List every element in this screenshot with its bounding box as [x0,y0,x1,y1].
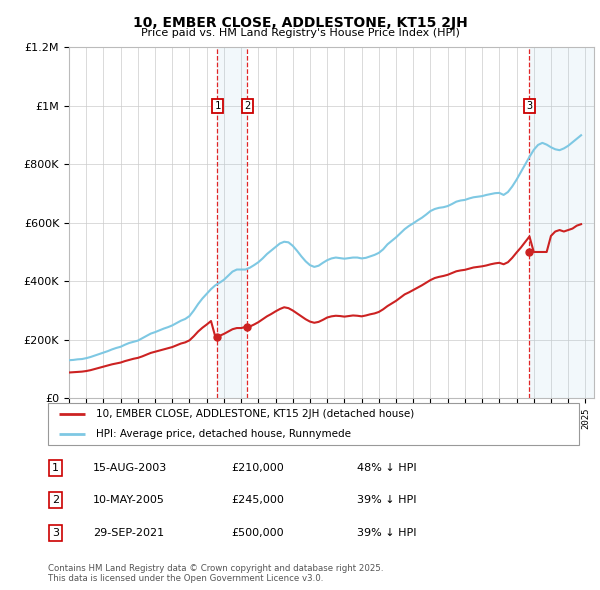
Text: 10, EMBER CLOSE, ADDLESTONE, KT15 2JH: 10, EMBER CLOSE, ADDLESTONE, KT15 2JH [133,16,467,30]
Text: 29-SEP-2021: 29-SEP-2021 [93,528,164,537]
Text: HPI: Average price, detached house, Runnymede: HPI: Average price, detached house, Runn… [96,430,351,440]
Text: 1: 1 [214,101,221,111]
Text: 48% ↓ HPI: 48% ↓ HPI [357,463,416,473]
Text: £210,000: £210,000 [231,463,284,473]
Text: 39% ↓ HPI: 39% ↓ HPI [357,528,416,537]
Text: Price paid vs. HM Land Registry's House Price Index (HPI): Price paid vs. HM Land Registry's House … [140,28,460,38]
FancyBboxPatch shape [48,403,579,445]
Text: 3: 3 [52,528,59,537]
Text: 15-AUG-2003: 15-AUG-2003 [93,463,167,473]
Text: £500,000: £500,000 [231,528,284,537]
Bar [217,47,247,398]
Text: Contains HM Land Registry data © Crown copyright and database right 2025.
This d: Contains HM Land Registry data © Crown c… [48,563,383,583]
Bar [529,47,594,398]
Text: 2: 2 [244,101,250,111]
Text: 10, EMBER CLOSE, ADDLESTONE, KT15 2JH (detached house): 10, EMBER CLOSE, ADDLESTONE, KT15 2JH (d… [96,409,414,419]
Text: 2: 2 [52,496,59,505]
Text: £245,000: £245,000 [231,496,284,505]
Text: 1: 1 [52,463,59,473]
Text: 10-MAY-2005: 10-MAY-2005 [93,496,165,505]
Text: 3: 3 [526,101,533,111]
Text: 39% ↓ HPI: 39% ↓ HPI [357,496,416,505]
